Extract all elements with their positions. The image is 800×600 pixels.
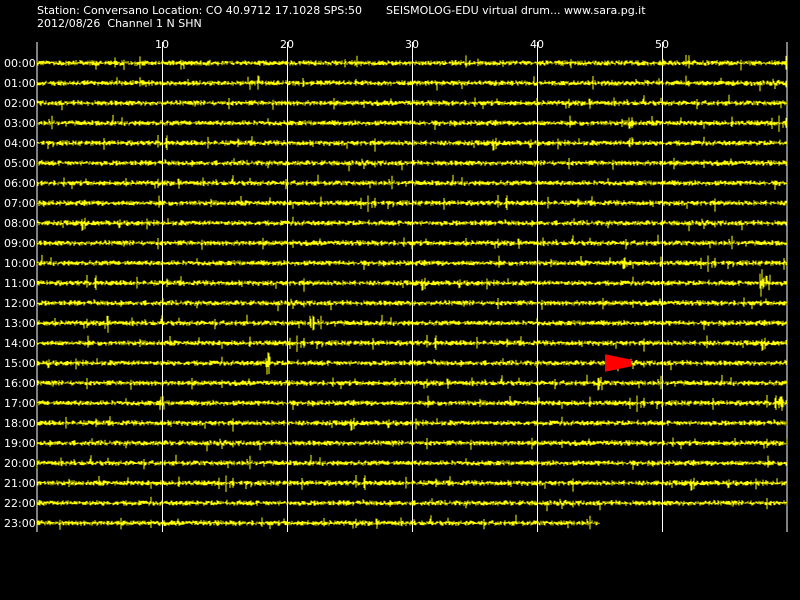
row-label: 04:00	[4, 137, 36, 150]
event-layer	[605, 354, 632, 372]
row-label: 11:00	[4, 277, 36, 290]
trace-row	[36, 157, 788, 172]
row-label: 08:00	[4, 217, 36, 230]
trace-layer	[36, 54, 788, 530]
trace-row	[36, 514, 600, 530]
row-label: 03:00	[4, 117, 36, 130]
row-label: 13:00	[4, 317, 36, 330]
date-channel-line: 2012/08/26 Channel 1 N SHN	[37, 17, 202, 30]
row-label: 22:00	[4, 497, 36, 510]
trace-row	[36, 195, 788, 212]
row-label: 05:00	[4, 157, 36, 170]
trace-row	[36, 374, 788, 391]
trace-row	[36, 254, 788, 272]
trace-row	[36, 234, 788, 250]
row-label: 00:00	[4, 57, 36, 70]
trace-row	[36, 174, 788, 190]
row-label: 14:00	[4, 337, 36, 350]
trace-row	[36, 114, 788, 132]
row-label: 12:00	[4, 297, 36, 310]
trace-row	[36, 314, 788, 333]
row-label: 23:00	[4, 517, 36, 530]
row-label: 16:00	[4, 377, 36, 390]
trace-row	[36, 216, 788, 232]
trace-row	[36, 454, 788, 470]
row-label: 10:00	[4, 257, 36, 270]
trace-row	[36, 437, 788, 452]
x-tick-label: 20	[280, 38, 294, 51]
event-trace	[605, 354, 632, 372]
trace-row	[36, 395, 788, 412]
x-tick-label: 10	[155, 38, 169, 51]
trace-row	[36, 75, 788, 92]
row-label: 09:00	[4, 237, 36, 250]
row-label: 19:00	[4, 437, 36, 450]
station-info-line: Station: Conversano Location: CO 40.9712…	[37, 4, 362, 17]
trace-row	[36, 416, 788, 432]
row-label: 07:00	[4, 197, 36, 210]
row-label: 15:00	[4, 357, 36, 370]
trace-row	[36, 269, 788, 297]
trace-row	[36, 297, 788, 312]
x-tick-label: 30	[405, 38, 419, 51]
row-label: 06:00	[4, 177, 36, 190]
trace-row	[36, 94, 788, 111]
x-tick-label: 40	[530, 38, 544, 51]
grid-layer	[36, 42, 788, 532]
trace-row	[36, 135, 788, 152]
trace-row	[36, 475, 788, 492]
trace-row	[36, 335, 788, 352]
trace-row	[36, 54, 788, 71]
row-label: 17:00	[4, 397, 36, 410]
x-tick-labels: 10 20 30 40 50	[155, 38, 669, 51]
row-label: 21:00	[4, 477, 36, 490]
row-label: 20:00	[4, 457, 36, 470]
row-label: 02:00	[4, 97, 36, 110]
drum-title: SEISMOLOG-EDU virtual drum... www.sara.p…	[386, 4, 646, 17]
row-labels: 00:00 01:00 02:00 03:00 04:00 05:00 06:00 07:00…	[4, 57, 36, 530]
row-label: 01:00	[4, 77, 36, 90]
x-tick-label: 50	[655, 38, 669, 51]
trace-row	[36, 496, 788, 512]
row-label: 18:00	[4, 417, 36, 430]
